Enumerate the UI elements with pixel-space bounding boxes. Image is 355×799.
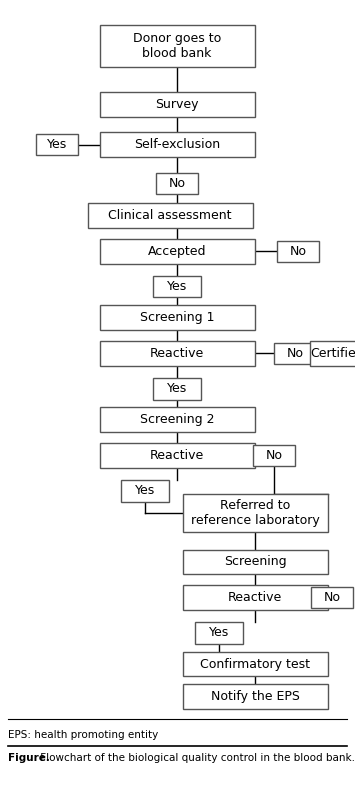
Text: EPS: health promoting entity: EPS: health promoting entity [8, 729, 158, 740]
Bar [99, 305, 255, 330]
Text: No: No [286, 347, 304, 360]
Bar [182, 585, 328, 610]
Bar [277, 240, 319, 262]
Text: Screening 1: Screening 1 [140, 312, 214, 324]
Text: Referred to
reference laboratory: Referred to reference laboratory [191, 499, 320, 527]
Bar [99, 93, 255, 117]
Text: Screening: Screening [224, 555, 286, 568]
Text: Yes: Yes [167, 280, 187, 293]
Text: Yes: Yes [135, 484, 155, 498]
Bar [310, 341, 355, 366]
Text: Clinical assessment: Clinical assessment [108, 209, 232, 222]
Bar [121, 480, 169, 502]
Bar [99, 25, 255, 67]
Text: Figure.: Figure. [8, 753, 50, 763]
Bar [182, 685, 328, 710]
Text: Reactive: Reactive [228, 591, 282, 604]
Text: Confirmatory test: Confirmatory test [200, 658, 310, 670]
Bar [182, 652, 328, 677]
Text: No: No [169, 177, 186, 190]
Bar [99, 443, 255, 468]
Bar [99, 133, 255, 157]
Text: Yes: Yes [209, 626, 229, 639]
Bar [156, 173, 198, 194]
Text: Yes: Yes [47, 138, 67, 151]
Text: Screening 2: Screening 2 [140, 413, 214, 427]
Bar [99, 239, 255, 264]
Bar [153, 276, 201, 297]
Bar [195, 622, 243, 644]
Text: No: No [323, 591, 340, 604]
Bar [253, 445, 295, 466]
Bar [182, 550, 328, 574]
Bar [99, 407, 255, 432]
Bar [311, 586, 353, 608]
Text: Notify the EPS: Notify the EPS [211, 690, 299, 703]
Text: Survey: Survey [155, 98, 199, 111]
Bar [36, 134, 78, 155]
Text: No: No [289, 244, 306, 258]
Text: Accepted: Accepted [148, 244, 206, 258]
Bar [153, 378, 201, 400]
Text: Yes: Yes [167, 383, 187, 396]
Bar [87, 203, 252, 229]
Bar [182, 495, 328, 532]
Text: Flowchart of the biological quality control in the blood bank. Medellín, Colombi: Flowchart of the biological quality cont… [37, 753, 355, 763]
Text: Donor goes to
blood bank: Donor goes to blood bank [133, 32, 221, 60]
Bar [99, 341, 255, 366]
Text: No: No [266, 449, 283, 462]
Text: Reactive: Reactive [150, 449, 204, 462]
Text: Reactive: Reactive [150, 347, 204, 360]
Text: Certified: Certified [310, 347, 355, 360]
Bar [274, 343, 316, 364]
Text: Self-exclusion: Self-exclusion [134, 138, 220, 151]
